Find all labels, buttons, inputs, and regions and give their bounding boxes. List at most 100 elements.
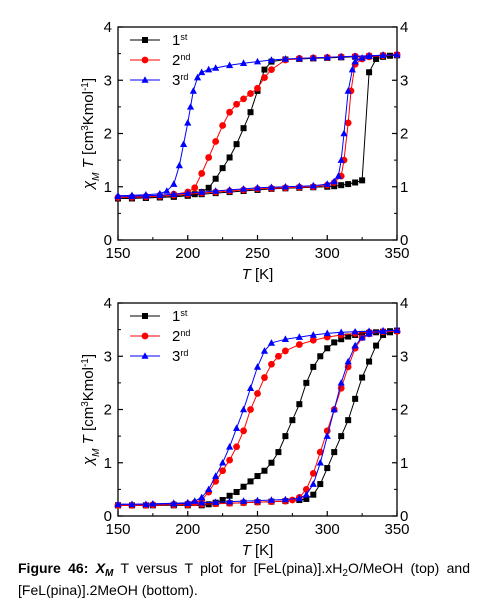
top-data-point (156, 189, 164, 197)
top-data-point (212, 175, 219, 182)
top-data-point (184, 119, 192, 126)
bottom-data-point (219, 467, 227, 475)
top-y-tick-label: 3 (104, 72, 112, 89)
bottom-data-point (281, 495, 289, 503)
bottom-data-point (240, 427, 247, 435)
bottom-data-point (275, 352, 282, 360)
bottom-x-tick-label: 250 (245, 521, 270, 538)
bottom-data-point (331, 339, 338, 346)
bottom-data-point (330, 405, 338, 413)
bottom-data-point (212, 472, 220, 479)
bottom-data-point (239, 497, 248, 504)
figure-caption: Figure 46: XM T versus T plot for [FeL(p… (18, 560, 470, 599)
bottom-data-point (240, 483, 247, 490)
top-data-point (226, 186, 234, 193)
bottom-data-point (324, 345, 331, 352)
top-series-1st (115, 52, 400, 202)
top-legend-marker (141, 56, 149, 64)
bottom-data-point (309, 480, 317, 487)
top-series-1st-line (117, 54, 398, 199)
top-data-point (179, 140, 188, 147)
top-data-point (261, 74, 268, 81)
top-data-point (351, 52, 359, 60)
bottom-data-point (365, 327, 373, 335)
bottom-data-point (310, 363, 317, 370)
top-data-point (186, 103, 195, 110)
bottom-data-point (352, 395, 359, 402)
bottom-y-tick-label: 0 (104, 508, 112, 525)
top-data-point (281, 182, 289, 190)
top-y-tick-label-right: 2 (400, 126, 408, 143)
bottom-data-point (344, 363, 352, 371)
top-data-point (337, 156, 345, 163)
bottom-data-point (316, 458, 324, 466)
bottom-x-axis-label: T [K] (242, 542, 274, 559)
bottom-data-point (253, 496, 262, 504)
bottom-data-point (205, 485, 213, 493)
top-data-point (205, 184, 212, 191)
top-data-point (309, 54, 317, 61)
top-data-point (373, 55, 380, 62)
top-legend: 1st 2nd 3rd (130, 32, 190, 89)
top-data-point (163, 187, 171, 194)
top-data-point (323, 180, 331, 187)
bottom-series-1st (115, 327, 400, 509)
bottom-series-2nd-line (118, 330, 398, 506)
bottom-series-2nd (114, 327, 401, 509)
caption-text-2: O/MeOH (top) and [FeL(pina)].2MeOH (bott… (18, 560, 471, 598)
top-data-point (338, 182, 345, 189)
bottom-data-point (337, 328, 345, 336)
top-series-2nd-line (117, 54, 398, 198)
top-x-tick-label: 350 (384, 245, 409, 262)
top-data-point (219, 165, 226, 172)
top-data-point (240, 95, 247, 103)
bottom-data-point (233, 489, 240, 496)
bottom-data-point (393, 326, 401, 333)
top-data-point (233, 100, 240, 108)
bottom-data-point (310, 491, 317, 498)
bottom-legend: 1st 2nd 3rd (130, 308, 190, 365)
bottom-data-point (366, 358, 373, 365)
top-legend-label: 3rd (172, 72, 188, 89)
top-data-point (337, 53, 345, 60)
top-data-point (281, 55, 289, 62)
top-data-point (193, 73, 202, 81)
bottom-y-tick-label-right: 1 (400, 455, 408, 472)
top-data-point (359, 177, 366, 184)
bottom-data-point (337, 379, 345, 386)
caption-text-1: T versus T plot for [FeL(pina)].xH (120, 560, 343, 576)
top-data-point (366, 69, 373, 76)
top-data-point (142, 190, 150, 198)
top-data-point (253, 57, 262, 65)
bottom-data-point (233, 443, 240, 451)
bottom-data-point (373, 342, 380, 349)
bottom-data-point (351, 341, 359, 349)
top-legend-label: 2nd (172, 52, 190, 69)
top-data-point (170, 190, 178, 198)
bottom-data-point (253, 363, 262, 370)
top-y-tick-label-right: 1 (400, 179, 408, 196)
top-data-point (267, 56, 276, 63)
top-data-point (309, 181, 317, 189)
bottom-data-point (114, 500, 122, 508)
top-data-point (365, 51, 373, 59)
top-data-point (393, 50, 401, 58)
top-y-tick-label: 0 (104, 232, 112, 249)
bottom-data-point (324, 465, 331, 472)
bottom-data-point (288, 496, 296, 504)
bottom-data-point (282, 347, 289, 355)
bottom-y-tick-label: 1 (104, 455, 112, 472)
bottom-data-point (338, 336, 345, 343)
top-data-point (226, 108, 234, 116)
top-data-point (212, 64, 220, 71)
bottom-y-tick-label-right: 3 (400, 348, 408, 365)
bottom-data-point (226, 492, 233, 499)
bottom-data-point (295, 494, 303, 502)
top-data-point (128, 191, 136, 199)
top-x-tick-label: 250 (245, 245, 270, 262)
bottom-data-point (268, 360, 275, 368)
bottom-data-point (184, 498, 192, 506)
bottom-data-point (254, 473, 261, 480)
bottom-series-2nd-line (118, 330, 398, 506)
bottom-data-point (379, 326, 387, 334)
